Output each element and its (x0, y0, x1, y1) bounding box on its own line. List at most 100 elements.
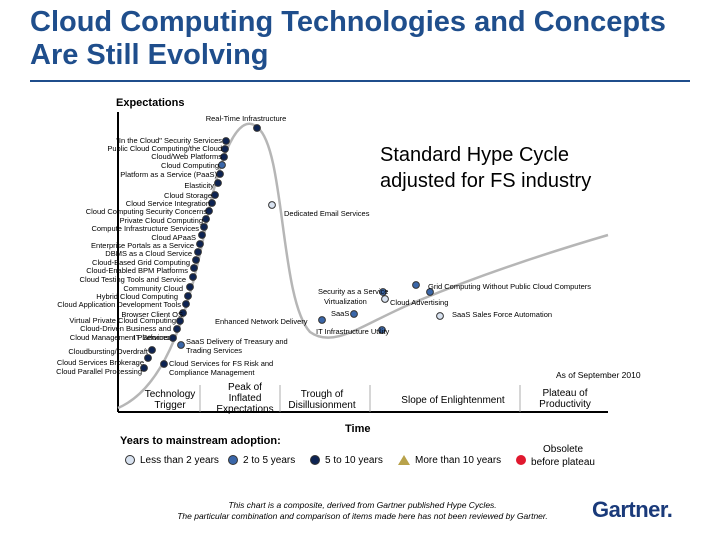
technology-label: Cloud Computing Security Concerns (86, 207, 208, 216)
legend-item-5to10: 5 to 10 years (310, 452, 383, 468)
legend-item-lt2: Less than 2 years (125, 452, 219, 468)
technology-marker (426, 288, 434, 296)
technology-marker (436, 312, 444, 320)
dark-dot-icon (310, 455, 320, 465)
technology-label: Virtual Private Cloud Computing (69, 316, 176, 325)
technology-marker (177, 341, 185, 349)
technology-marker (184, 292, 192, 300)
triangle-icon (398, 455, 410, 465)
technology-marker (189, 273, 197, 281)
phase-label-peak: Expectations (216, 404, 273, 415)
chart-subtitle: Standard Hype Cycle adjusted for FS indu… (380, 144, 592, 192)
technology-marker (202, 215, 210, 223)
technology-label: Cloud-Based Grid Computing (92, 258, 190, 267)
technology-marker (379, 288, 387, 296)
technology-label: Compute Infrastructure Services (91, 224, 199, 233)
technology-marker (208, 199, 216, 207)
legend-label-obsolete: Obsolete before plateau (531, 444, 595, 468)
technology-label: Cloud-Driven Business and IT Services (80, 324, 171, 342)
legend-item-gt10: More than 10 years (398, 452, 501, 468)
technology-label: Hybrid Cloud Computing (96, 292, 178, 301)
red-dot-icon (516, 455, 526, 465)
technology-label: Cloud Services for FS Risk and Compliance… (169, 359, 273, 377)
technology-label: SaaS Delivery of Treasury and Trading Ser… (186, 337, 288, 355)
phase-label-trough: Trough of (301, 389, 344, 400)
technology-marker (140, 364, 148, 372)
technology-marker (192, 256, 200, 264)
technology-label: SaaS Sales Force Automation (452, 310, 552, 319)
as-of-date: As of September 2010 (556, 370, 641, 380)
phase-label-peak: Peak of (228, 382, 262, 393)
technology-marker (350, 310, 358, 318)
technology-label: Cloud Services Brokerage (57, 358, 144, 367)
technology-label: Enterprise Portals as a Service (91, 241, 194, 250)
light-dot-icon (125, 455, 135, 465)
phase-label-trough: Disillusionment (288, 400, 355, 411)
technology-label: Cloud Computing (161, 161, 219, 170)
technology-marker (268, 201, 276, 209)
technology-label: Public Cloud Computing/the Cloud (107, 144, 222, 153)
technology-marker (214, 179, 222, 187)
phase-label-trigger: Trigger (154, 400, 186, 411)
technology-marker (190, 264, 198, 272)
technology-marker (222, 137, 230, 145)
phase-label-slope: Slope of Enlightenment (401, 395, 505, 406)
technology-label: Platform as a Service (PaaS) (120, 170, 217, 179)
technology-label: Grid Computing Without Public Cloud Comp… (428, 282, 591, 291)
technology-label: Private Cloud Computing (120, 216, 203, 225)
technology-marker (182, 300, 190, 308)
technology-marker (173, 325, 181, 333)
technology-marker (253, 124, 261, 132)
technology-marker (176, 317, 184, 325)
x-axis-label: Time (345, 423, 370, 435)
technology-label: Cloud/Web Platforms (151, 152, 222, 161)
legend-label: Less than 2 years (140, 454, 219, 466)
technology-marker (378, 326, 386, 334)
legend-item-2to5: 2 to 5 years (228, 452, 295, 468)
phase-label-plateau: Plateau of (542, 388, 587, 399)
legend-label: 5 to 10 years (325, 454, 383, 466)
y-axis-label: Expectations (116, 97, 184, 109)
technology-marker (218, 161, 226, 169)
technology-marker (194, 248, 202, 256)
technology-marker (179, 309, 187, 317)
technology-label: Cloud Application Development Tools (57, 300, 181, 309)
technology-label: Browser Client OS (121, 310, 183, 319)
technology-marker (381, 295, 389, 303)
technology-label: Cloud Testing Tools and Service (80, 275, 186, 284)
technology-label: Cloud Parallel Processing (56, 367, 142, 376)
technology-marker (186, 283, 194, 291)
technology-label: Security as a Service (318, 287, 388, 296)
technology-label: DBMS as a Cloud Service (105, 249, 192, 258)
footnote: This chart is a composite, derived from … (177, 500, 548, 521)
legend-label: 2 to 5 years (243, 454, 296, 466)
technology-label: Dedicated Email Services (284, 209, 370, 218)
legend-item-obsolete (516, 452, 531, 468)
technology-marker (211, 191, 219, 199)
technology-marker (198, 231, 206, 239)
technology-label: SaaS (331, 309, 349, 318)
phase-label-plateau: Productivity (539, 399, 591, 410)
technology-label: Cloud Storage (164, 191, 212, 200)
technology-label: Real-Time Infrastructure (206, 114, 287, 123)
technology-marker (169, 334, 177, 342)
technology-marker (221, 145, 229, 153)
technology-marker (412, 281, 420, 289)
technology-label: Cloud-Enabled BPM Platforms (86, 266, 188, 275)
slide-title: Cloud Computing Technologies and Concept… (30, 6, 666, 71)
technology-marker (160, 360, 168, 368)
technology-marker (205, 207, 213, 215)
technology-marker (196, 240, 204, 248)
technology-marker (144, 354, 152, 362)
technology-label: Enhanced Network Delivery (215, 317, 308, 326)
technology-marker (216, 170, 224, 178)
technology-marker (148, 346, 156, 354)
legend-title: Years to mainstream adoption: (120, 435, 281, 447)
legend-label: More than 10 years (415, 454, 502, 466)
technology-marker (200, 223, 208, 231)
technology-label: Cloudbursting/Overdraft (68, 347, 149, 356)
technology-marker (318, 316, 326, 324)
phase-label-trigger: Technology (145, 389, 196, 400)
technology-label: Cloud APaaS (151, 233, 196, 242)
